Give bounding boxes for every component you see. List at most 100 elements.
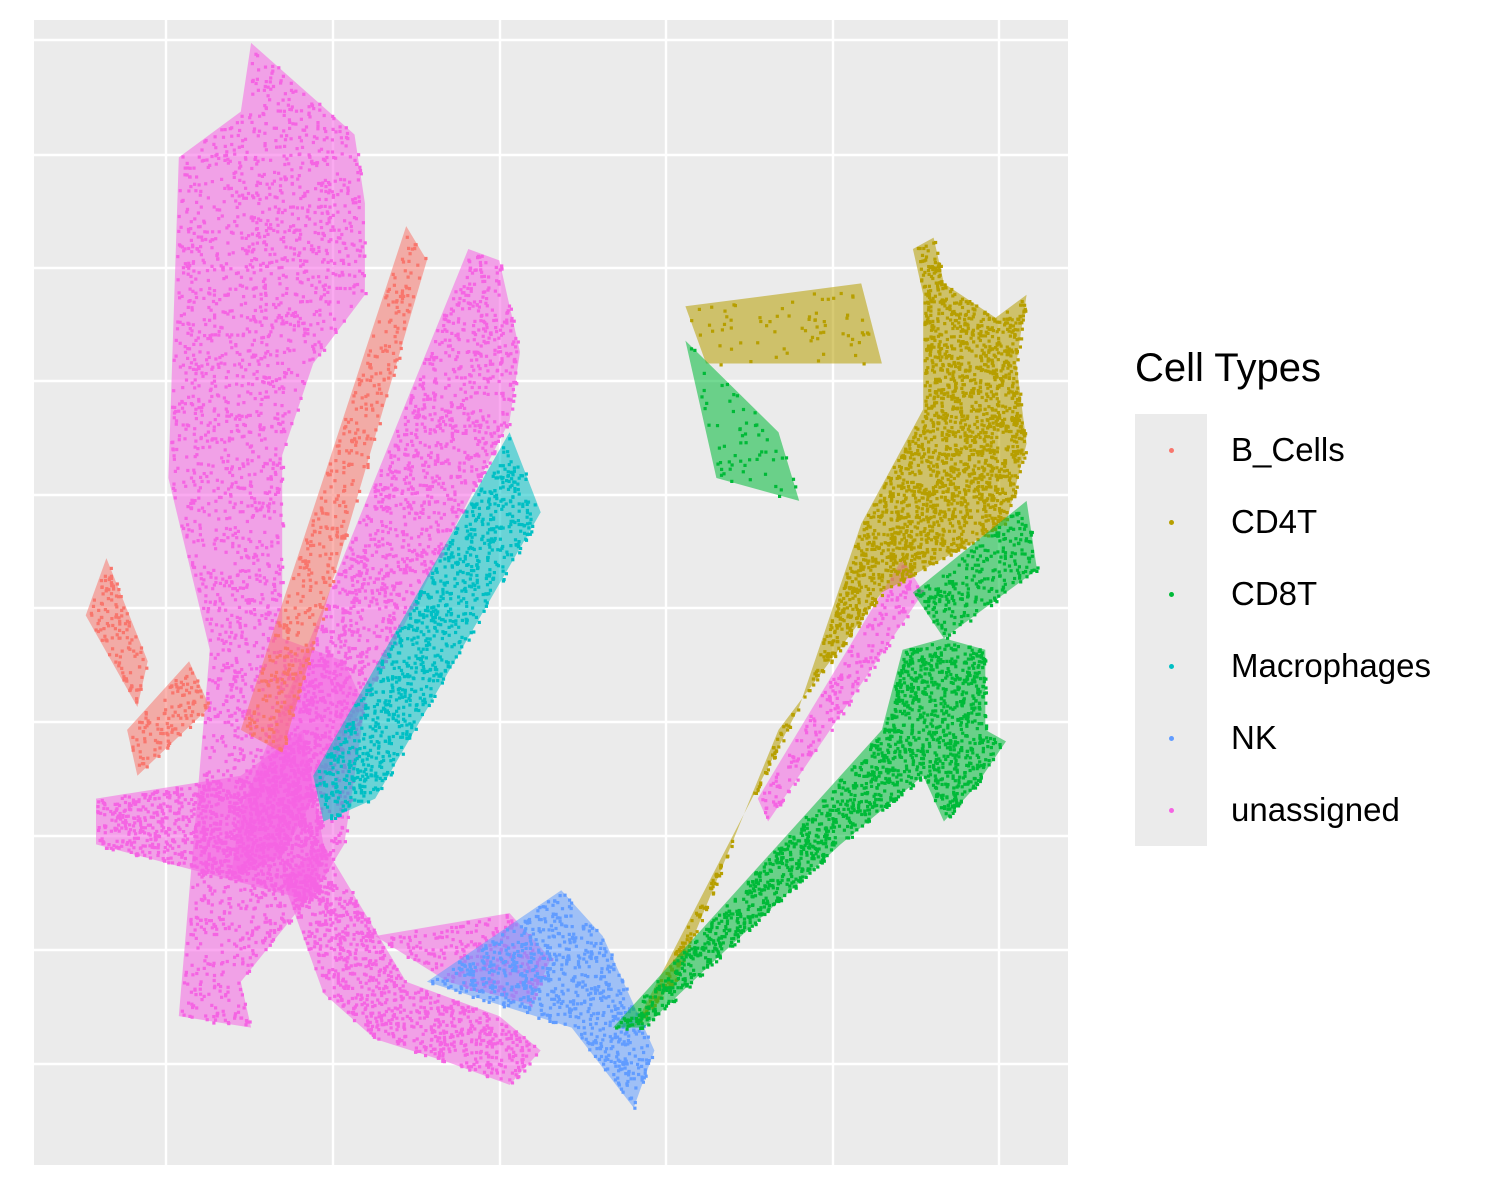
data-point [264,291,268,295]
data-point [332,228,336,232]
data-point [325,275,329,279]
data-point [433,459,437,463]
data-point [227,1022,231,1026]
data-point [328,205,332,209]
data-point [384,505,388,509]
data-point [344,570,348,574]
data-point [435,355,439,360]
data-point [187,801,191,805]
data-point [363,550,368,555]
data-point [343,287,347,291]
data-point [245,442,249,446]
data-point [305,215,309,219]
data-point [239,231,244,235]
data-point [381,555,385,559]
data-point [231,683,235,687]
data-point [258,424,262,429]
data-point [212,1015,216,1019]
data-point [206,196,210,200]
data-point [227,926,231,931]
data-point [310,831,314,836]
data-point [236,550,240,554]
data-point [211,299,216,304]
data-point [192,830,196,834]
data-point [407,548,411,552]
data-point [260,856,264,860]
data-point [339,684,343,689]
data-point [218,606,222,610]
data-point [191,323,195,327]
data-point [220,456,224,460]
data-point [241,804,245,808]
data-point [293,314,297,319]
data-point [225,333,229,337]
data-point [323,348,327,352]
data-point [312,247,316,251]
data-point [172,358,176,362]
data-point [295,228,299,232]
data-point [281,892,285,896]
data-point [284,177,288,181]
data-point [311,665,315,669]
data-point [220,950,224,954]
data-point [379,492,383,496]
data-point [323,127,327,131]
data-point [514,371,518,375]
data-point [418,377,422,382]
data-point [335,841,339,845]
data-point [226,990,230,994]
data-point [275,534,279,538]
data-point [302,744,306,748]
data-point [331,702,335,706]
data-point [194,573,198,577]
data-point [329,639,333,643]
data-point [125,842,129,846]
data-point [235,686,239,690]
data-point [216,486,220,490]
data-point [363,589,367,593]
data-point [184,371,188,375]
data-point [482,327,486,331]
data-point [228,309,232,313]
data-point [151,815,156,819]
data-point [269,475,273,479]
data-point [202,318,206,322]
data-point [290,857,294,862]
data-point [286,919,290,923]
data-point [379,505,383,509]
data-point [352,291,356,295]
data-point [258,879,262,883]
data-point [283,904,287,908]
data-point [168,844,172,848]
data-point [213,600,217,604]
data-point [192,269,196,273]
data-point [215,152,219,156]
data-point [194,439,198,443]
data-point [263,437,267,441]
data-point [309,323,313,327]
data-point [335,172,339,176]
data-point [263,142,267,146]
data-point [344,575,348,579]
data-point [297,736,301,741]
data-point [208,678,212,682]
data-point [224,385,228,389]
data-point [345,666,350,671]
data-point [224,759,228,764]
data-point [223,509,227,513]
data-point [213,812,217,816]
data-point [218,989,222,993]
data-point [320,211,324,215]
data-point [479,423,483,427]
data-point [205,358,209,362]
data-point [408,559,413,563]
data-point [339,659,344,663]
data-point [180,805,184,809]
data-point [495,330,499,334]
data-point [326,746,330,750]
data-point [296,320,301,324]
data-point [340,152,344,156]
data-point [375,588,380,592]
data-point [275,776,280,780]
data-point [270,380,274,384]
